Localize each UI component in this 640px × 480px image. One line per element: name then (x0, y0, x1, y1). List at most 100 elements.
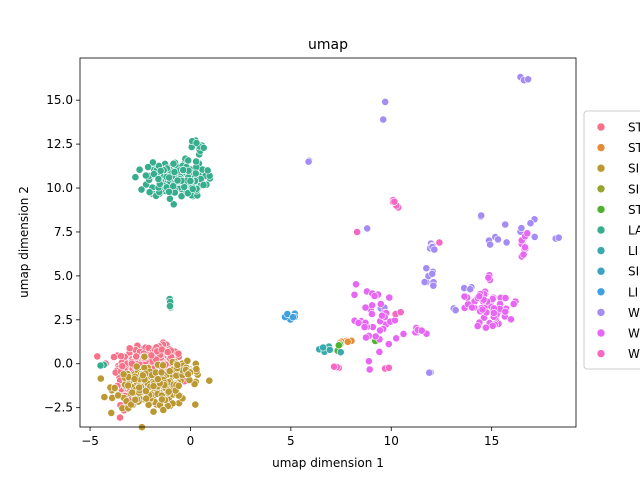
data-point (192, 157, 200, 166)
data-point (460, 292, 469, 301)
data-point (132, 362, 141, 371)
data-point (368, 301, 376, 310)
data-point (130, 375, 139, 383)
data-point (140, 352, 149, 361)
data-point (169, 200, 178, 209)
legend-label: SI (628, 162, 639, 176)
data-point (502, 238, 511, 247)
data-point (417, 326, 426, 335)
y-tick-label: 12.5 (46, 137, 73, 151)
data-point (192, 365, 201, 373)
data-point (203, 166, 212, 175)
data-point (117, 352, 125, 361)
data-point (124, 381, 133, 390)
series-11 (330, 196, 444, 373)
data-point (473, 322, 482, 330)
data-point (166, 302, 174, 310)
legend-marker (596, 287, 606, 297)
y-tick-label: 7.5 (54, 225, 73, 239)
data-point (353, 228, 361, 236)
data-point (429, 281, 438, 290)
data-point (110, 353, 118, 361)
data-point (188, 185, 197, 193)
data-point (422, 264, 431, 273)
x-axis-ticks: −5 0 5 10 15 (81, 427, 499, 448)
data-point (159, 361, 167, 370)
data-point (362, 333, 370, 342)
data-point (144, 163, 152, 171)
data-point (173, 361, 182, 369)
data-point (524, 75, 532, 84)
data-point (370, 292, 379, 300)
data-point (169, 182, 178, 191)
data-point (149, 382, 158, 391)
data-point (149, 407, 158, 416)
data-point (509, 300, 518, 308)
data-point (385, 293, 394, 302)
data-point (376, 326, 384, 335)
data-point (107, 408, 116, 417)
data-point (390, 197, 399, 206)
data-point (131, 173, 140, 182)
data-point (486, 240, 494, 249)
legend-marker (596, 143, 606, 152)
data-point (165, 194, 174, 203)
data-point (501, 220, 510, 229)
legend-label: SI (628, 265, 639, 279)
data-point (363, 224, 372, 233)
data-point (190, 380, 199, 388)
legend-marker (596, 349, 606, 358)
data-point (149, 170, 158, 178)
data-point (468, 303, 476, 312)
data-point (165, 367, 174, 376)
y-tick-label: 2.5 (54, 313, 73, 327)
legend-marker (596, 308, 606, 317)
data-point (334, 341, 343, 350)
data-point (435, 238, 444, 247)
data-point (489, 309, 498, 317)
data-point (110, 383, 119, 392)
data-point (399, 329, 408, 338)
data-point (336, 348, 345, 357)
data-point (170, 168, 179, 176)
data-point (523, 229, 532, 238)
legend-label: ST (628, 121, 640, 135)
data-point (96, 374, 105, 383)
data-point (420, 278, 429, 286)
data-point (477, 211, 486, 220)
data-point (521, 243, 529, 252)
data-point (183, 189, 192, 198)
data-point (205, 376, 214, 385)
legend-marker (596, 328, 606, 338)
legend-marker (596, 246, 606, 255)
data-point (378, 311, 386, 320)
data-point (488, 321, 497, 330)
data-point (148, 158, 157, 167)
data-point (131, 395, 140, 404)
y-tick-label: 15.0 (46, 93, 73, 107)
data-point (157, 395, 166, 404)
data-point (376, 300, 385, 308)
data-point (192, 138, 201, 147)
legend-label: LA (628, 224, 640, 238)
data-point (135, 165, 144, 174)
data-point (96, 361, 105, 370)
data-point (367, 310, 376, 318)
data-point (364, 357, 373, 366)
data-point (517, 224, 526, 232)
data-point (157, 368, 166, 377)
data-point (199, 143, 208, 152)
data-point (354, 318, 363, 327)
data-point (519, 250, 528, 259)
data-point (554, 233, 563, 242)
data-point (478, 305, 487, 314)
data-point (179, 166, 188, 174)
data-point (530, 232, 539, 241)
data-point (325, 345, 334, 354)
data-point (159, 406, 168, 414)
data-point (466, 285, 475, 294)
data-point (184, 156, 193, 165)
data-point (526, 219, 535, 228)
